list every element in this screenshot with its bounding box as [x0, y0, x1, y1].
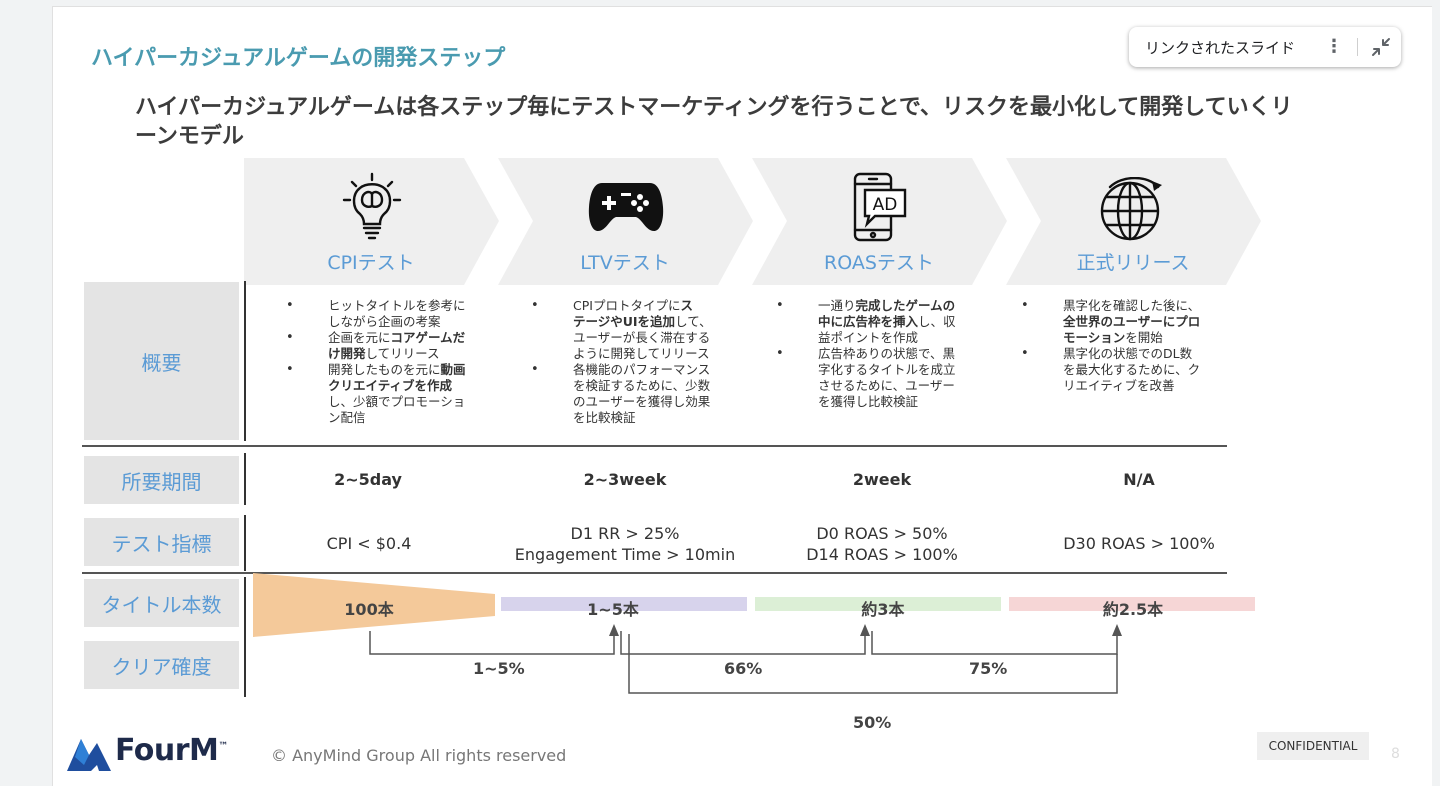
phone-ad-icon: AD: [853, 172, 907, 242]
slide-subtitle: ハイパーカジュアルゲームは各ステップ毎にテストマーケティングを行うことで、リスク…: [135, 95, 1293, 149]
title-bar-cpi: [253, 573, 495, 637]
period-roas: 2week: [852, 470, 912, 489]
slide-canvas: ハイパーカジュアルゲームの開発ステップ ハイパーカジュアルゲームは各ステップ毎に…: [52, 6, 1432, 786]
overview-item: 広告枠ありの状態で、黒字化するタイトルを成立させるために、ユーザーを獲得し比較検…: [776, 346, 983, 410]
title-count-cpi: 100本: [344, 600, 394, 619]
overview-ltv: CPIプロトタイプにステージやUIを追加して、ユーザーが長く滞在するように開発し…: [531, 298, 738, 426]
row-label-overview: 概要: [84, 282, 239, 440]
period-cpi: 2~5day: [334, 470, 402, 489]
step-chevron-roas: [752, 158, 1007, 285]
metric-release: D30 ROAS > 100%: [1063, 534, 1215, 553]
title-bar-ltv: [501, 597, 747, 611]
chip-divider: [1357, 38, 1358, 56]
fourm-logo-text: FourM™: [115, 733, 228, 768]
divider-vertical: [244, 281, 246, 441]
clear-rate-cpi-ltv: 1~5%: [473, 659, 525, 678]
fourm-logo-icon: [67, 739, 111, 771]
metric-ltv: D1 RR > 25% Engagement Time > 10min: [514, 524, 736, 564]
clear-rate-ltv-roas: 66%: [724, 659, 763, 678]
row-label-metric: テスト指標: [84, 518, 239, 566]
title-bar-release: [1009, 597, 1255, 611]
collapse-icon[interactable]: [1369, 35, 1393, 59]
title-bar-roas: [755, 597, 1001, 611]
step-chevron-release: [1006, 158, 1261, 285]
divider-vertical: [244, 577, 246, 697]
title-count-ltv: 1~5本: [587, 600, 639, 619]
page-number: 8: [1391, 746, 1400, 762]
overview-item: CPIプロトタイプにステージやUIを追加して、ユーザーが長く滞在するように開発し…: [531, 298, 738, 362]
title-count-roas: 約3本: [861, 600, 905, 619]
divider-horizontal: [82, 445, 1227, 447]
step-label-roas: ROASテスト: [824, 252, 934, 274]
clear-rate-ltv-release: 50%: [853, 713, 892, 732]
divider-horizontal: [82, 572, 1227, 574]
globe-icon: [1100, 177, 1162, 241]
metric-cpi: CPI < $0.4: [326, 534, 412, 553]
divider-vertical: [244, 453, 246, 505]
period-release: N/A: [1123, 470, 1155, 489]
step-chevron-ltv: [498, 158, 753, 285]
title-count-release: 約2.5本: [1102, 600, 1164, 619]
slide-title: ハイパーカジュアルゲームの開発ステップ: [91, 46, 506, 71]
more-vert-icon[interactable]: ⋮: [1325, 36, 1343, 57]
metric-roas: D0 ROAS > 50% D14 ROAS > 100%: [806, 524, 958, 564]
clear-rate-roas-release: 75%: [969, 659, 1008, 678]
step-label-ltv: LTVテスト: [580, 252, 670, 274]
row-label-period: 所要期間: [84, 456, 239, 504]
row-label-titles: タイトル本数: [84, 579, 239, 627]
period-ltv: 2~3week: [583, 470, 667, 489]
step-label-cpi: CPIテスト: [327, 252, 415, 274]
confidential-badge: CONFIDENTIAL: [1257, 732, 1369, 760]
linked-slide-label: リンクされたスライド: [1145, 38, 1296, 57]
clear-rate-connectors: [369, 624, 1122, 694]
row-label-clear: クリア確度: [84, 641, 239, 689]
gamepad-icon: [588, 183, 664, 231]
lightbulb-brain-icon: [342, 172, 402, 240]
divider-vertical: [244, 515, 246, 571]
linked-slide-chip[interactable]: リンクされたスライド ⋮: [1129, 27, 1401, 67]
step-label-release: 正式リリース: [1076, 252, 1190, 274]
copyright: © AnyMind Group All rights reserved: [271, 746, 567, 765]
svg-text:AD: AD: [873, 195, 898, 215]
step-chevron-cpi: [244, 158, 499, 285]
